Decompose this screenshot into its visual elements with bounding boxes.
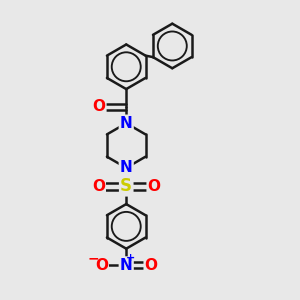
Text: +: + (126, 254, 136, 263)
Text: N: N (120, 160, 133, 175)
Text: N: N (120, 116, 133, 131)
Text: S: S (120, 177, 132, 195)
Text: −: − (88, 251, 99, 266)
Text: N: N (120, 257, 133, 272)
Text: O: O (92, 99, 105, 114)
Text: O: O (95, 257, 108, 272)
Text: O: O (145, 257, 158, 272)
Text: O: O (148, 179, 161, 194)
Text: O: O (92, 179, 105, 194)
